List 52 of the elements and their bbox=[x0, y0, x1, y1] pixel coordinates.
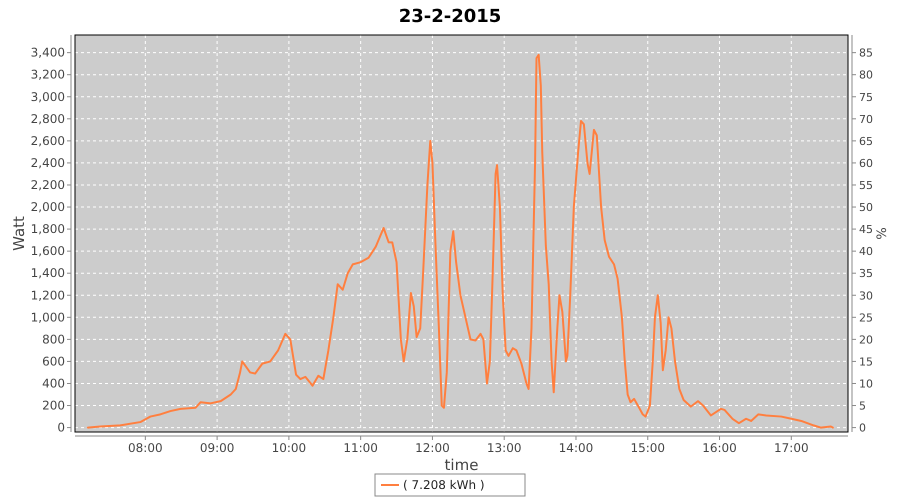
y-tick-label: 1,000 bbox=[30, 310, 65, 324]
line-series bbox=[86, 54, 834, 429]
x-tick-label: 08:00 bbox=[128, 441, 163, 455]
x-tick-label: 10:00 bbox=[272, 441, 306, 455]
y-tick-label: 1,800 bbox=[30, 222, 65, 236]
y-tick-label: 3,000 bbox=[30, 90, 65, 104]
y2-tick-label: 25 bbox=[859, 311, 873, 324]
y2-tick-label: 55 bbox=[859, 178, 873, 192]
y2-axis-title: % bbox=[875, 227, 890, 240]
y-tick-label: 0 bbox=[57, 420, 65, 435]
y-tick-label: 1,600 bbox=[30, 244, 65, 258]
y2-tick-label: 75 bbox=[859, 90, 873, 104]
y-tick-label: 1,200 bbox=[30, 288, 65, 302]
y2-tick-label: 15 bbox=[859, 355, 873, 368]
y-tick-label: 2,800 bbox=[30, 112, 65, 126]
y-tick-label: 600 bbox=[42, 354, 65, 368]
y-tick-label: 200 bbox=[42, 398, 65, 413]
x-tick-label: 09:00 bbox=[200, 441, 234, 455]
y-tick-label: 2,000 bbox=[30, 200, 65, 214]
y2-tick-label: 0 bbox=[859, 422, 866, 435]
y-tick-label: 2,200 bbox=[30, 178, 65, 192]
x-tick-label: 11:00 bbox=[343, 441, 378, 455]
y2-tick-label: 10 bbox=[859, 377, 873, 390]
y-tick-label: 2,400 bbox=[30, 156, 65, 170]
x-tick-label: 12:00 bbox=[415, 441, 450, 455]
y2-tick-label: 60 bbox=[859, 156, 873, 170]
y2-tick-label: 50 bbox=[859, 201, 873, 214]
y2-tick-label: 20 bbox=[859, 333, 873, 346]
x-tick-label: 13:00 bbox=[486, 441, 522, 455]
x-tick-label: 16:00 bbox=[702, 441, 737, 455]
y-tick-label: 2,600 bbox=[30, 134, 65, 148]
y-tick-label: 3,200 bbox=[30, 68, 65, 82]
y2-tick-label: 70 bbox=[859, 112, 873, 126]
y2-tick-label: 65 bbox=[859, 134, 873, 148]
y2-tick-label: 30 bbox=[859, 289, 873, 302]
y2-tick-label: 35 bbox=[859, 267, 873, 280]
y2-tick-label: 5 bbox=[859, 400, 866, 413]
legend-label: ( 7.208 kWh ) bbox=[403, 478, 485, 492]
y-tick-label: 800 bbox=[42, 332, 65, 346]
y2-tick-label: 80 bbox=[859, 68, 873, 82]
x-tick-label: 17:00 bbox=[774, 441, 809, 455]
y2-tick-label: 45 bbox=[859, 223, 873, 236]
chart-title: 23-2-2015 bbox=[398, 6, 502, 27]
x-tick-label: 14:00 bbox=[558, 441, 594, 455]
y-tick-label: 400 bbox=[42, 376, 65, 390]
x-tick-label: 15:00 bbox=[630, 441, 666, 455]
y-tick-label: 3,400 bbox=[30, 46, 65, 60]
x-axis-title: time bbox=[444, 456, 478, 474]
y-tick-label: 1,400 bbox=[30, 266, 65, 280]
y2-tick-label: 85 bbox=[859, 46, 873, 60]
y2-tick-label: 40 bbox=[859, 245, 873, 258]
y-axis-title: Watt bbox=[10, 216, 28, 251]
